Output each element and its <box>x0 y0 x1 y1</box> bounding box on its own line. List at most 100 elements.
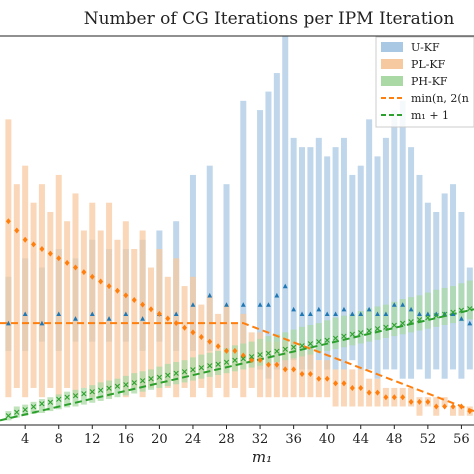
marker-u-kf <box>22 311 28 317</box>
bar-u-kf <box>374 156 381 379</box>
bar-pl-kf <box>148 267 155 388</box>
marker-ph-kf: × <box>147 375 155 385</box>
marker-ph-kf: × <box>72 391 80 401</box>
marker-pl-kf <box>299 371 305 378</box>
marker-u-kf <box>308 311 313 317</box>
marker-u-kf <box>5 320 11 326</box>
marker-pl-kf <box>257 357 263 364</box>
bar-u-kf <box>424 202 431 379</box>
marker-pl-kf <box>148 306 154 313</box>
marker-pl-kf <box>140 301 146 308</box>
x-tick-label: 44 <box>352 432 369 447</box>
marker-ph-kf: × <box>38 400 46 410</box>
bar-pl-kf <box>55 174 62 398</box>
x-tick-label: 48 <box>386 432 403 447</box>
marker-ph-kf: × <box>240 354 248 364</box>
bar-u-kf <box>332 147 339 370</box>
bar-ph-kf <box>97 382 104 401</box>
marker-ph-kf: × <box>89 388 97 398</box>
marker-u-kf <box>282 283 288 289</box>
bar-u-kf <box>282 36 289 370</box>
marker-ph-kf: × <box>248 352 256 362</box>
marker-ph-kf: × <box>63 393 71 403</box>
legend-label-m-1: m₁ + 1 <box>411 109 449 122</box>
marker-ph-kf: × <box>122 380 130 390</box>
marker-pl-kf <box>291 366 297 373</box>
marker-u-kf <box>240 302 246 307</box>
marker-pl-kf <box>39 246 45 253</box>
bar-u-kf <box>450 184 457 370</box>
marker-pl-kf <box>416 398 422 405</box>
bar-pl-kf <box>131 249 138 388</box>
marker-ph-kf: × <box>273 347 281 357</box>
marker-u-kf <box>207 292 213 298</box>
bar-pl-kf <box>97 230 104 388</box>
bar-pl-kf <box>139 230 146 398</box>
marker-u-kf <box>400 302 406 307</box>
bar-u-kf <box>366 119 373 370</box>
bar-u-kf <box>441 193 448 379</box>
legend-label-u-kf: U-KF <box>411 41 440 54</box>
marker-pl-kf <box>333 380 339 387</box>
bars-layer <box>5 36 473 421</box>
legend-swatch-ph-kf <box>381 76 403 86</box>
marker-pl-kf <box>81 269 87 276</box>
marker-u-kf <box>257 302 263 307</box>
marker-u-kf <box>266 302 271 307</box>
marker-ph-kf: × <box>374 325 382 335</box>
x-tick-label: 32 <box>252 432 269 447</box>
marker-u-kf <box>442 311 448 317</box>
marker-pl-kf <box>98 278 104 285</box>
marker-pl-kf <box>224 347 230 354</box>
plot-area: × × × × × × × × × × × × × × × × × × × × × × × × × × × × × × × × × × × × × × × ×… <box>0 36 474 422</box>
bar-u-kf <box>349 174 356 361</box>
bar-ph-kf <box>156 366 163 388</box>
marker-pl-kf <box>467 408 473 415</box>
bar-pl-kf <box>30 202 37 388</box>
marker-pl-kf <box>307 371 313 378</box>
bar-u-kf <box>265 91 272 379</box>
bar-pl-kf <box>38 184 45 398</box>
marker-pl-kf <box>123 292 129 299</box>
marker-pl-kf <box>207 338 213 345</box>
bar-ph-kf <box>215 350 222 375</box>
bar-ph-kf <box>55 394 62 410</box>
marker-ph-kf: × <box>172 369 180 379</box>
legend-swatch-pl-kf <box>381 59 403 69</box>
marker-u-kf <box>123 311 129 317</box>
bar-pl-kf <box>340 369 347 407</box>
marker-u-kf <box>324 311 330 317</box>
bar-ph-kf <box>173 362 180 385</box>
marker-pl-kf <box>450 403 456 410</box>
marker-ph-kf: × <box>382 323 390 333</box>
marker-ph-kf: × <box>424 314 432 324</box>
bar-ph-kf <box>399 299 406 335</box>
bar-ph-kf <box>282 332 289 361</box>
marker-ph-kf: × <box>416 315 424 325</box>
bar-ph-kf <box>47 397 54 412</box>
marker-u-kf <box>433 311 439 317</box>
bar-u-kf <box>340 137 347 370</box>
marker-u-kf <box>291 306 297 312</box>
bar-pl-kf <box>13 184 20 388</box>
bar-pl-kf <box>80 230 87 388</box>
x-ticks: 4 8 12 16 20 24 28 32 36 40 44 48 52 56 <box>21 425 470 447</box>
marker-pl-kf <box>232 347 238 354</box>
marker-pl-kf <box>198 334 204 341</box>
bar-u-kf <box>399 100 406 379</box>
marker-ph-kf: × <box>206 362 214 372</box>
bar-ph-kf <box>248 341 255 368</box>
bar-ph-kf <box>273 334 280 363</box>
bar-ph-kf <box>324 320 331 351</box>
marker-ph-kf: × <box>340 332 348 342</box>
marker-ph-kf: × <box>105 384 113 394</box>
marker-pl-kf <box>5 218 11 225</box>
bar-ph-kf <box>433 289 440 327</box>
bar-ph-kf <box>424 292 431 329</box>
marker-pl-kf <box>383 394 389 401</box>
bar-ph-kf <box>223 348 230 374</box>
marker-ph-kf: × <box>449 308 457 318</box>
bar-u-kf <box>299 147 306 370</box>
bar-ph-kf <box>466 280 473 320</box>
bar-pl-kf <box>206 295 213 398</box>
